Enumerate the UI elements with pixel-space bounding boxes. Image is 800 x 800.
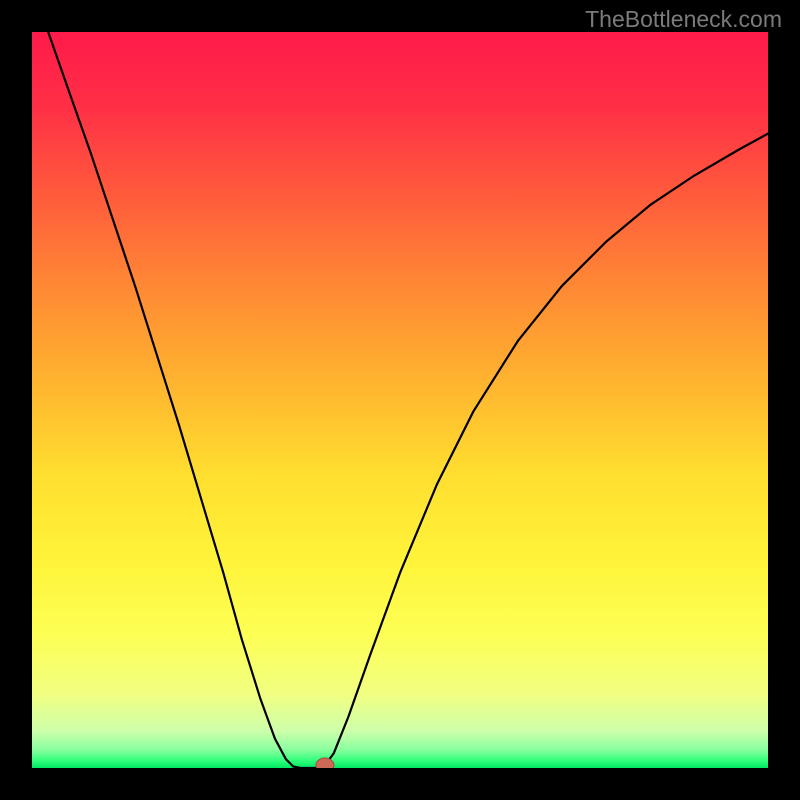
chart-canvas: TheBottleneck.com xyxy=(0,0,800,800)
minimum-marker xyxy=(316,758,334,768)
bottleneck-curve xyxy=(32,32,768,768)
watermark-text: TheBottleneck.com xyxy=(585,6,782,33)
plot-area xyxy=(32,32,768,768)
